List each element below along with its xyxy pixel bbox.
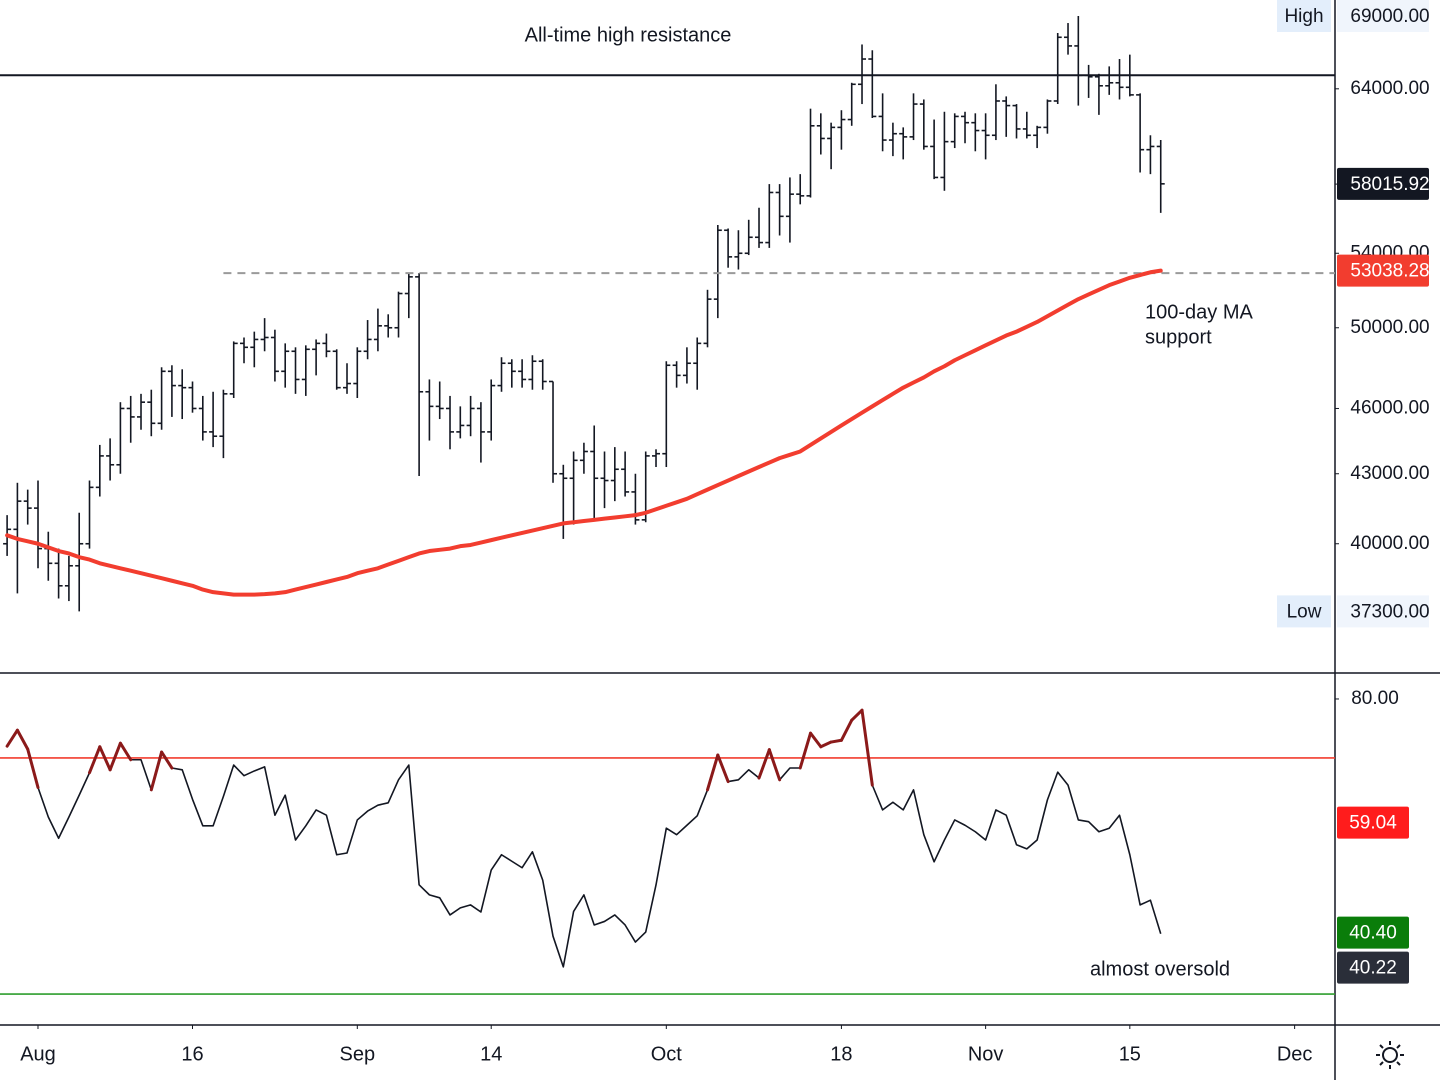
- rsi-overbought: [88, 745, 102, 775]
- rsi-overbought: [819, 740, 833, 749]
- rsi-line: [6, 709, 1162, 968]
- moving-average: [5, 268, 1163, 597]
- extreme-tag: Low: [1287, 601, 1322, 622]
- price-pane: [0, 15, 1335, 612]
- rsi-last-tag: 40.22: [1349, 958, 1397, 979]
- y-tick-label: 64000.00: [1350, 78, 1429, 99]
- resistance-annotation: All-time high resistance: [525, 24, 732, 46]
- rsi-overbought: [15, 728, 30, 751]
- extreme-tag: High: [1284, 6, 1323, 27]
- y-tick-label: 43000.00: [1350, 463, 1429, 484]
- rsi-overbought: [860, 708, 874, 787]
- ma-annotation: support: [1145, 326, 1212, 348]
- last-price-tag-bg: [1337, 167, 1429, 200]
- extreme-value-bg: [1337, 0, 1429, 32]
- rsi-overbought: [809, 731, 823, 749]
- rsi-overbought: [5, 728, 19, 748]
- x-tick-label: Aug: [20, 1043, 56, 1065]
- rsi-tag-bg: [1337, 916, 1409, 949]
- rsi-overbought: [829, 738, 843, 744]
- rsi-pane: [0, 708, 1335, 995]
- extreme-value-bg: [1337, 595, 1429, 628]
- rsi-overbought: [839, 718, 854, 742]
- rsi-overbought: [757, 748, 771, 780]
- extreme-tag-bg: [1277, 0, 1331, 32]
- x-tick-label: Nov: [968, 1043, 1004, 1065]
- y-tick-label: 80.00: [1351, 688, 1399, 709]
- x-tick-label: 18: [830, 1043, 852, 1065]
- rsi-overbought: [118, 741, 133, 762]
- rsi-tag-bg: [1337, 806, 1409, 839]
- ma-tag-bg: [1337, 254, 1429, 287]
- rsi-overbought: [716, 753, 730, 784]
- rsi-overbought: [26, 747, 40, 789]
- rsi-overbought: [160, 750, 174, 770]
- rsi-last-tag-bg: [1337, 951, 1409, 984]
- x-tick-label: Sep: [340, 1043, 376, 1065]
- rsi-tag: 59.04: [1349, 813, 1397, 834]
- rsi-overbought: [706, 753, 720, 792]
- x-tick-label: Oct: [651, 1043, 683, 1065]
- y-tick-label: 40000.00: [1350, 533, 1429, 554]
- last-price-tag: 58015.92: [1350, 174, 1429, 195]
- rsi-overbought: [108, 741, 122, 772]
- rsi-overbought: [98, 745, 112, 772]
- rsi-overbought: [798, 731, 813, 770]
- y-tick-label: 50000.00: [1350, 317, 1429, 338]
- x-tick-label: 14: [480, 1043, 502, 1065]
- extreme-value: 37300.00: [1350, 601, 1429, 622]
- x-tick-label: Dec: [1277, 1043, 1313, 1065]
- x-tick-label: 15: [1119, 1043, 1141, 1065]
- rsi-overbought: [149, 750, 164, 792]
- ma-tag: 53038.28: [1350, 261, 1429, 282]
- axes: 64000.0058000.0054000.0050000.0046000.00…: [20, 0, 1430, 1065]
- rsi-tag: 40.40: [1349, 923, 1397, 944]
- extreme-tag-bg: [1277, 595, 1331, 628]
- x-tick-label: 16: [181, 1043, 203, 1065]
- extreme-value: 69000.00: [1350, 6, 1429, 27]
- rsi-overbought: [850, 708, 864, 722]
- settings-icon[interactable]: [1376, 1041, 1404, 1069]
- rsi-annotation: almost oversold: [1090, 958, 1230, 980]
- y-tick-label: 46000.00: [1350, 397, 1429, 418]
- rsi-overbought: [767, 748, 782, 782]
- ma-annotation: 100-day MA: [1145, 301, 1253, 323]
